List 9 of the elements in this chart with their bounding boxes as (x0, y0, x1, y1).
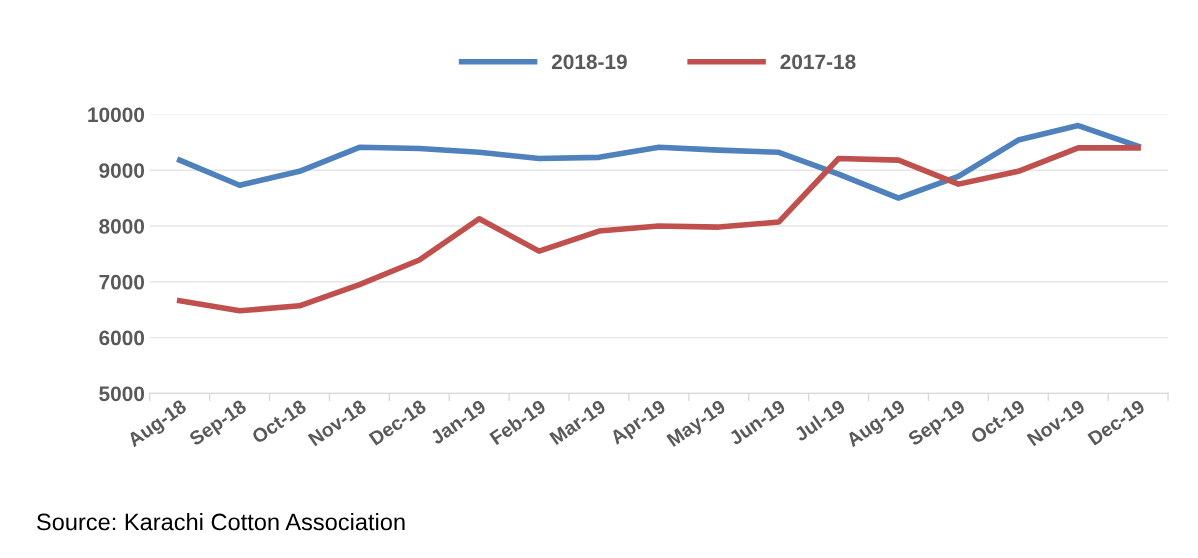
y-tick-label: 7000 (99, 274, 145, 290)
y-tick-label: 5000 (99, 386, 145, 402)
legend-label: 2017-18 (780, 54, 856, 70)
y-tick-label: 8000 (99, 218, 145, 234)
source-note: Source: Karachi Cotton Association (37, 512, 405, 531)
y-tick-label: 10000 (88, 107, 145, 123)
y-tick-label: 6000 (99, 330, 145, 346)
legend-label: 2018-19 (551, 54, 627, 70)
y-tick-label: 9000 (99, 163, 145, 178)
